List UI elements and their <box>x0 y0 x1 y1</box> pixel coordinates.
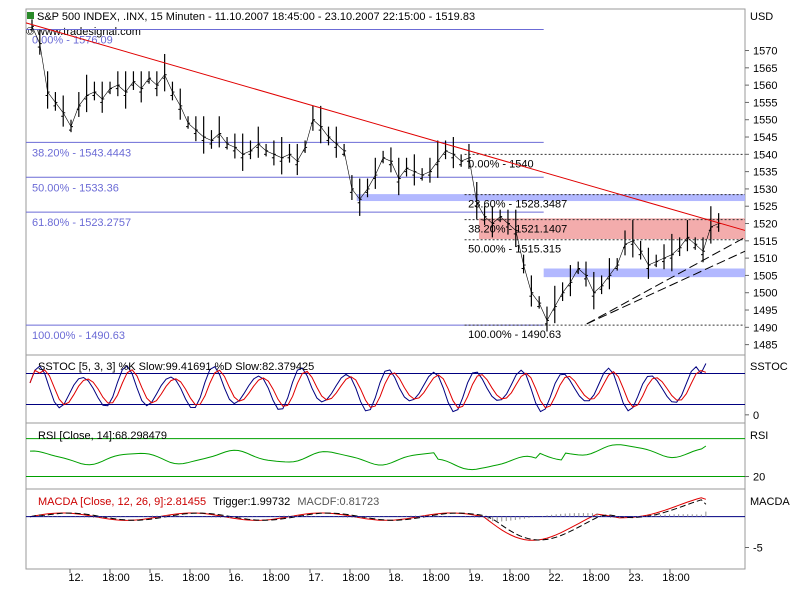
price-tick-label: 1495 <box>753 305 777 317</box>
sstoc-tick-label: 0 <box>753 410 759 422</box>
series-color-swatch <box>27 12 34 19</box>
zone-red-2 <box>478 218 745 240</box>
fib-left-label-2: 50.00% - 1533.36 <box>32 182 119 194</box>
time-tick-label: 18. <box>388 572 403 584</box>
price-zones <box>356 194 745 278</box>
sstoc-panel: 0 <box>26 363 759 422</box>
price-series <box>30 19 721 332</box>
price-tick-label: 1520 <box>753 219 777 231</box>
macd-legend: MACDA [Close, 12, 26, 9]:2.81455 Trigger… <box>38 496 379 508</box>
time-tick-label: 17. <box>308 572 323 584</box>
plot-area-frame <box>25 8 746 570</box>
price-tick-label: 1500 <box>753 288 777 300</box>
price-tick-label: 1560 <box>753 80 777 92</box>
fib-left-label-1: 38.20% - 1543.4443 <box>32 147 131 159</box>
rsi-panel: 20 <box>26 438 765 484</box>
rsi-legend: RSI [Close, 14]:68.298479 <box>38 430 167 442</box>
price-tick-label: 1540 <box>753 149 777 161</box>
price-tick-label: 1565 <box>753 63 777 75</box>
fib-left-label-3: 61.80% - 1523.2757 <box>32 217 131 229</box>
price-axis: 1485 1490 1495 1500 1505 1510 1515 1520 1525 1530… <box>745 46 777 352</box>
price-tick-label: 1545 <box>753 132 777 144</box>
fib-right-label-4: 100.00% - 1490.63 <box>468 329 561 341</box>
time-tick-label: 22. <box>548 572 563 584</box>
price-tick-label: 1535 <box>753 167 777 179</box>
time-tick-label: 18:00 <box>582 572 610 584</box>
fib-right-label-0: 0.00% - 1540 <box>468 158 533 170</box>
macd-legend-main: MACDA [Close, 12, 26, 9]:2.81455 <box>38 496 206 508</box>
currency-label: USD <box>750 11 773 23</box>
rsi-rsi-line <box>29 444 707 471</box>
price-tick-label: 1555 <box>753 97 777 109</box>
price-tick-label: 1530 <box>753 184 777 196</box>
macd-tick-label: -5 <box>753 543 763 555</box>
time-tick-label: 15. <box>148 572 163 584</box>
price-tick-label: 1515 <box>753 236 777 248</box>
time-tick-label: 18:00 <box>102 572 130 584</box>
time-tick-label: 16. <box>228 572 243 584</box>
time-tick-label: 23. <box>628 572 643 584</box>
downtrend-line <box>25 22 746 231</box>
price-tick-label: 1505 <box>753 270 777 282</box>
zone-blue-0 <box>356 194 745 202</box>
price-tick-label: 1525 <box>753 201 777 213</box>
support-line-0 <box>586 250 746 325</box>
sstoc-axis-label: SSTOC <box>750 361 788 373</box>
support-line-1 <box>586 236 746 325</box>
macd-axis-label: MACDA <box>750 496 790 508</box>
rsi-axis-label: RSI <box>750 430 768 442</box>
macd-macd-line <box>29 497 707 541</box>
time-tick-label: 19. <box>468 572 483 584</box>
fib-left-label-4: 100.00% - 1490.63 <box>32 330 125 342</box>
sstoc-legend: SSTOC [5, 3, 3] %K Slow:99.41691 %D Slow… <box>38 361 314 373</box>
sstoc-d-slow <box>29 369 707 409</box>
fib-left-label-0: 0.00% - 1576.09 <box>32 34 113 46</box>
time-tick-label: 18:00 <box>182 572 210 584</box>
fib-right-label-1: 23.60% - 1528.3487 <box>468 199 567 211</box>
macd-legend-macdf: MACDF:0.81723 <box>297 496 379 508</box>
macd-legend-trigger: Trigger:1.99732 <box>213 496 290 508</box>
time-tick-label: 18:00 <box>262 572 290 584</box>
price-tick-label: 1485 <box>753 340 777 352</box>
price-tick-label: 1550 <box>753 115 777 127</box>
fib-right-label-2: 38.20% - 1521.1407 <box>468 224 567 236</box>
copyright-icon: © <box>26 26 34 38</box>
zone-blue-1 <box>543 268 745 278</box>
price-tick-label: 1490 <box>753 322 777 334</box>
rsi-tick-label: 20 <box>753 472 765 484</box>
time-tick-label: 18:00 <box>342 572 370 584</box>
time-tick-label: 18:00 <box>662 572 690 584</box>
time-axis: 12. 18:00 15. 18:00 16. 18:00 17. 18:00 18. 18:00… <box>68 569 690 584</box>
price-tick-label: 1510 <box>753 253 777 265</box>
fib-right-label-3: 50.00% - 1515.315 <box>468 244 561 256</box>
sstoc-k-slow <box>29 363 707 413</box>
trend-lines <box>25 22 746 325</box>
time-tick-label: 12. <box>68 572 83 584</box>
macd-trigger-line <box>29 499 707 541</box>
chart-title: S&P 500 INDEX, .INX, 15 Minuten - 11.10.… <box>37 11 475 23</box>
fibonacci-lines: 0.00% - 1576.09 38.20% - 1543.4443 50.00% … <box>26 28 745 342</box>
time-tick-label: 18:00 <box>422 572 450 584</box>
macd-panel: -5 <box>26 497 763 555</box>
time-tick-label: 18:00 <box>502 572 530 584</box>
price-line <box>31 26 719 322</box>
price-tick-label: 1570 <box>753 46 777 58</box>
